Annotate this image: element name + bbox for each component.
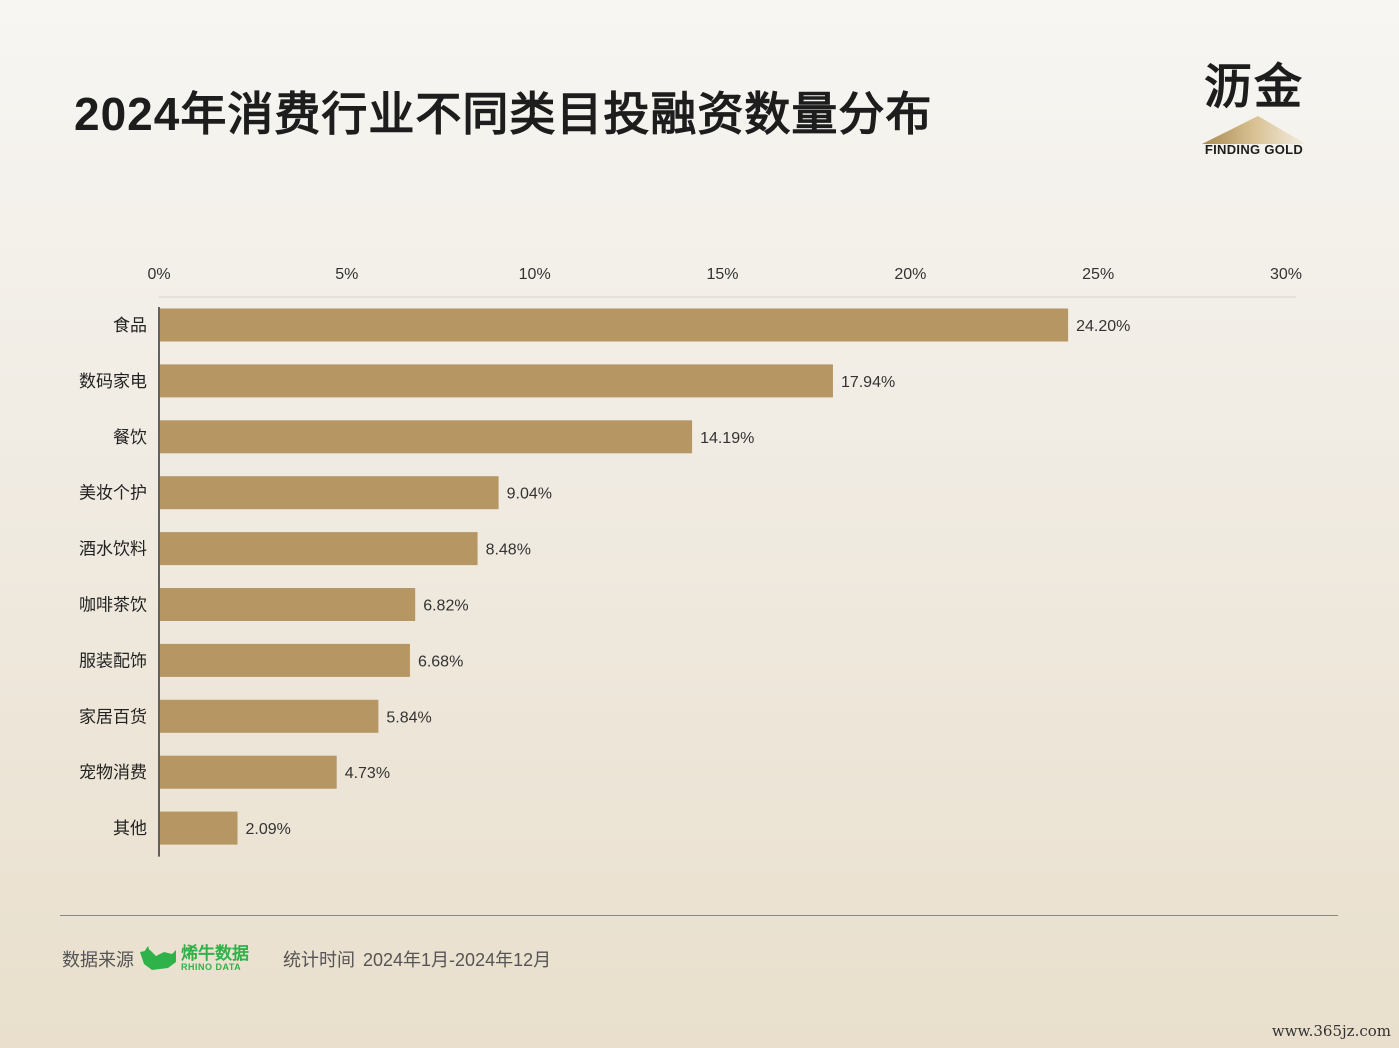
data-label: 4.73%: [345, 765, 390, 782]
category-label: 美妆个护: [79, 484, 147, 504]
bar: [160, 476, 499, 510]
category-label: 餐饮: [113, 428, 147, 448]
category-label: 酒水饮料: [79, 540, 147, 560]
x-tick-label: 25%: [1082, 266, 1114, 283]
logo-english-text: FINDING GOLD: [1204, 142, 1304, 157]
footer-divider: [60, 915, 1338, 916]
bar: [160, 699, 379, 733]
data-label: 24.20%: [1076, 318, 1130, 335]
bar-chart: 0% 5% 10% 15% 20% 25% 30% 食品 24.20% 数码家电 17.94% 餐饮 1…: [79, 266, 1302, 857]
category-label: 家居百货: [79, 707, 147, 727]
logo-chinese-text: 沥金: [1203, 61, 1304, 114]
bar: [160, 532, 478, 566]
x-tick-label: 15%: [706, 266, 738, 283]
source-label: 数据来源: [62, 949, 134, 970]
rhino-logo-en: RHINO DATA: [181, 962, 242, 972]
bar: [160, 643, 410, 677]
category-label: 数码家电: [79, 372, 147, 392]
chart-title: 2024年消费行业不同类目投融资数量分布: [74, 88, 933, 140]
period-value: 2024年1月-2024年12月: [363, 949, 552, 970]
bar: [160, 308, 1069, 342]
data-label: 5.84%: [386, 709, 431, 726]
bar: [160, 755, 337, 789]
bar: [160, 420, 693, 454]
data-label: 6.68%: [418, 653, 463, 670]
category-label: 其他: [113, 819, 147, 839]
x-tick-label: 30%: [1270, 266, 1302, 283]
data-label: 8.48%: [486, 542, 531, 559]
rhino-icon: [140, 945, 176, 970]
category-label: 咖啡茶饮: [79, 596, 147, 616]
category-label: 食品: [113, 316, 147, 336]
data-label: 2.09%: [246, 821, 291, 838]
data-label: 14.19%: [700, 430, 754, 447]
mountain-icon: [1202, 116, 1306, 144]
watermark: www.365jz.com: [1271, 1022, 1391, 1040]
data-label: 17.94%: [841, 374, 895, 391]
bar: [160, 811, 238, 845]
data-label: 6.82%: [423, 598, 468, 615]
bar: [160, 364, 833, 398]
footer: 数据来源 烯牛数据 RHINO DATA 统计时间 2024年1月-2024年1…: [62, 945, 551, 972]
rhino-logo-cn: 烯牛数据: [181, 944, 249, 963]
rhino-data-logo: 烯牛数据 RHINO DATA: [138, 945, 249, 972]
x-tick-label: 0%: [147, 266, 170, 283]
period-label: 统计时间: [283, 949, 355, 970]
finding-gold-logo: 沥金 FINDING GOLD: [1196, 60, 1312, 160]
data-label: 9.04%: [507, 486, 552, 503]
bar: [160, 588, 416, 621]
x-tick-label: 5%: [335, 266, 358, 283]
x-tick-label: 20%: [894, 266, 926, 283]
x-tick-label: 10%: [519, 266, 551, 283]
category-label: 服装配饰: [79, 651, 147, 671]
category-label: 宠物消费: [79, 763, 147, 783]
